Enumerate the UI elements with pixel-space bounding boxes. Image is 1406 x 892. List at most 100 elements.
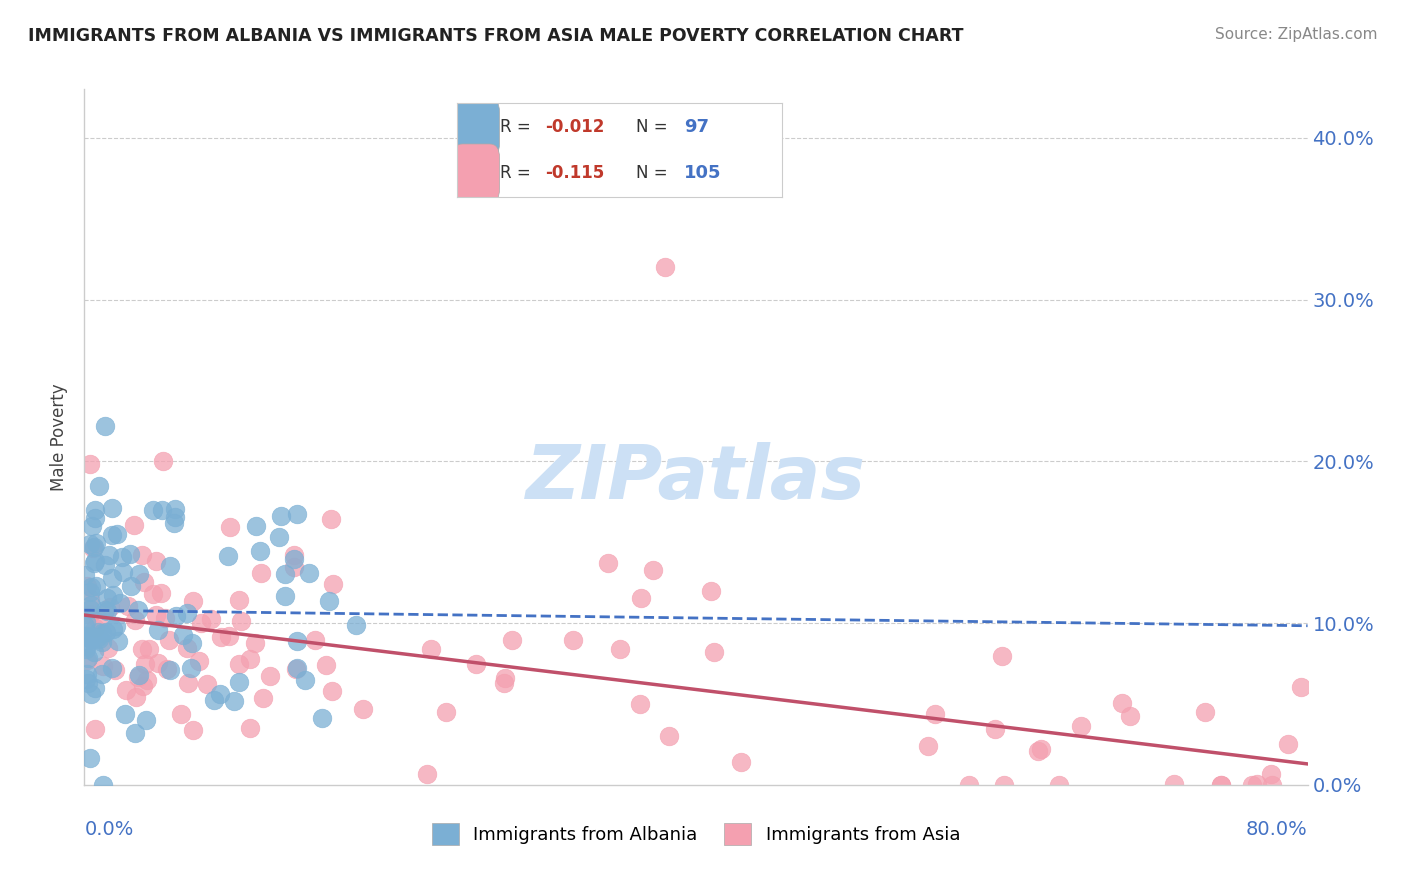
- Point: [82, 541, 104, 555]
- Point: [101, 588, 124, 602]
- Point: [79, 750, 101, 764]
- Point: [658, 730, 681, 744]
- Point: [304, 632, 326, 647]
- Text: Source: ZipAtlas.com: Source: ZipAtlas.com: [1215, 27, 1378, 42]
- Point: [79, 592, 101, 607]
- Point: [79, 687, 101, 701]
- Point: [176, 641, 198, 656]
- Point: [97, 548, 120, 562]
- Point: [172, 628, 194, 642]
- Point: [98, 599, 121, 614]
- Point: [494, 676, 516, 690]
- Point: [285, 662, 308, 676]
- Point: [1260, 767, 1282, 781]
- Point: [150, 503, 173, 517]
- Point: [322, 577, 344, 591]
- Point: [163, 516, 186, 530]
- Point: [84, 510, 107, 524]
- Point: [596, 556, 619, 570]
- Point: [1241, 778, 1264, 792]
- Point: [344, 618, 367, 632]
- Point: [114, 706, 136, 721]
- Point: [501, 633, 523, 648]
- Point: [84, 503, 107, 517]
- Point: [561, 633, 583, 648]
- Point: [165, 502, 187, 516]
- Point: [181, 723, 204, 737]
- Point: [700, 584, 723, 599]
- Point: [101, 661, 124, 675]
- Point: [156, 661, 179, 675]
- Point: [87, 624, 110, 639]
- Point: [181, 594, 204, 608]
- Point: [101, 527, 124, 541]
- Point: [145, 554, 167, 568]
- Point: [120, 579, 142, 593]
- Point: [84, 722, 107, 736]
- Point: [1163, 777, 1185, 791]
- Point: [924, 707, 946, 722]
- Point: [105, 618, 128, 632]
- Point: [285, 634, 308, 648]
- Point: [609, 641, 631, 656]
- Point: [217, 549, 239, 563]
- Point: [165, 608, 187, 623]
- Point: [730, 756, 752, 770]
- Point: [79, 537, 101, 551]
- Point: [202, 693, 225, 707]
- Point: [84, 621, 107, 635]
- Point: [87, 630, 110, 644]
- Point: [108, 596, 131, 610]
- Point: [122, 518, 145, 533]
- Point: [128, 567, 150, 582]
- Point: [76, 653, 98, 667]
- Point: [283, 548, 305, 562]
- Point: [94, 603, 117, 617]
- Point: [245, 518, 267, 533]
- Point: [75, 672, 97, 686]
- Point: [165, 509, 187, 524]
- Point: [76, 675, 98, 690]
- Point: [1277, 737, 1299, 751]
- Point: [180, 635, 202, 649]
- Point: [75, 629, 97, 643]
- Point: [1194, 706, 1216, 720]
- Point: [149, 586, 172, 600]
- Point: [77, 630, 100, 644]
- Point: [352, 702, 374, 716]
- Point: [91, 659, 114, 673]
- Point: [1028, 743, 1050, 757]
- Point: [79, 607, 101, 621]
- Point: [128, 668, 150, 682]
- Text: 0.0%: 0.0%: [84, 820, 134, 838]
- Point: [250, 566, 273, 580]
- Point: [654, 260, 676, 275]
- Point: [228, 674, 250, 689]
- Point: [94, 558, 117, 573]
- Point: [91, 635, 114, 649]
- Point: [1211, 778, 1233, 792]
- Point: [228, 593, 250, 607]
- Point: [270, 509, 292, 524]
- Point: [1261, 778, 1284, 792]
- Point: [195, 677, 218, 691]
- Point: [200, 612, 222, 626]
- Point: [228, 657, 250, 672]
- Point: [83, 554, 105, 568]
- Point: [87, 632, 110, 647]
- Point: [298, 566, 321, 580]
- Point: [124, 614, 146, 628]
- Point: [222, 694, 245, 708]
- Point: [132, 679, 155, 693]
- Text: IMMIGRANTS FROM ALBANIA VS IMMIGRANTS FROM ASIA MALE POVERTY CORRELATION CHART: IMMIGRANTS FROM ALBANIA VS IMMIGRANTS FR…: [28, 27, 963, 45]
- Point: [209, 631, 232, 645]
- Point: [419, 642, 441, 657]
- Point: [259, 669, 281, 683]
- Point: [177, 675, 200, 690]
- Point: [142, 503, 165, 517]
- Point: [285, 660, 308, 674]
- Point: [703, 645, 725, 659]
- Point: [103, 622, 125, 636]
- Point: [465, 657, 488, 672]
- Point: [146, 656, 169, 670]
